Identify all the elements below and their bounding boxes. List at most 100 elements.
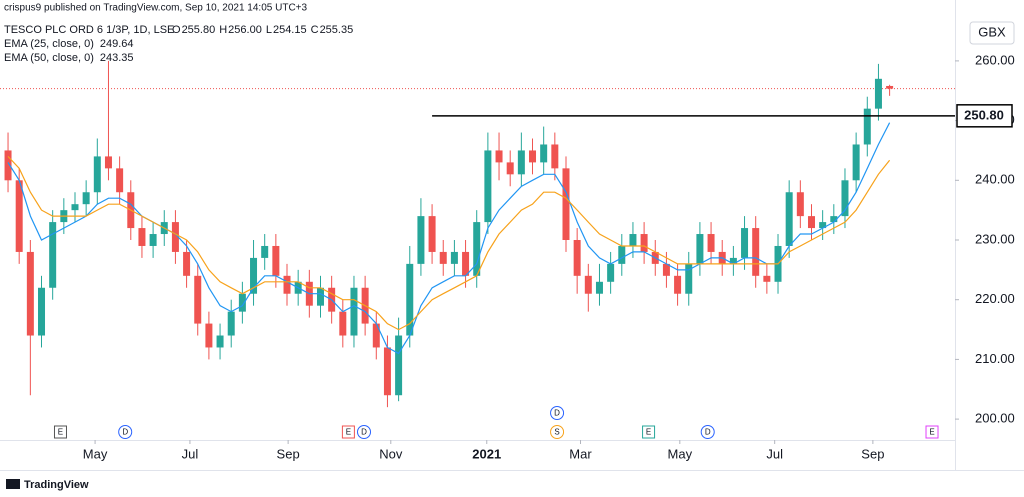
candle-body xyxy=(819,222,827,229)
candle-body xyxy=(383,347,391,396)
candle-body xyxy=(662,263,670,276)
candle-body xyxy=(71,204,79,211)
legend-value: 254.15 xyxy=(273,24,307,36)
candle-body xyxy=(238,293,246,312)
legend-value: 255.80 xyxy=(182,24,216,36)
candle-body xyxy=(640,234,648,252)
y-tick-label: 240.00 xyxy=(975,172,1015,187)
event-marker xyxy=(550,406,565,420)
legend-name: EMA (25, close, 0) xyxy=(4,38,94,50)
candle-body xyxy=(573,240,581,276)
candle-body xyxy=(874,78,882,109)
candle-body xyxy=(49,222,57,288)
candle-body xyxy=(450,251,458,264)
event-label: D xyxy=(554,409,560,418)
legend-key: O xyxy=(172,24,181,36)
event-marker xyxy=(357,425,372,439)
candle-body xyxy=(372,323,380,348)
event-label: D xyxy=(705,428,711,437)
candle-body xyxy=(93,156,101,193)
candle-body xyxy=(406,263,414,336)
candle-body xyxy=(116,168,124,193)
candle-body xyxy=(540,144,548,163)
candle-body xyxy=(696,234,704,264)
candle-body xyxy=(339,311,347,336)
candle-body xyxy=(395,335,403,396)
event-label: E xyxy=(929,428,934,437)
event-label: E xyxy=(646,428,651,437)
candle-body xyxy=(350,287,358,336)
x-tick-label: Jul xyxy=(766,446,783,461)
candle-body xyxy=(830,216,838,223)
candle-body xyxy=(863,108,871,145)
event-marker xyxy=(642,425,656,439)
event-label: E xyxy=(346,428,351,437)
candle-body xyxy=(316,287,324,306)
candle-body xyxy=(4,150,12,181)
candle-body xyxy=(886,85,894,89)
event-marker xyxy=(341,425,355,439)
candle-body xyxy=(752,228,760,276)
candle-body xyxy=(38,287,46,336)
candle-body xyxy=(584,275,592,294)
candle-body xyxy=(618,245,626,264)
candle-body xyxy=(841,180,849,217)
candle-body xyxy=(104,156,112,169)
y-tick-label: 230.00 xyxy=(975,231,1015,246)
candle-body xyxy=(763,275,771,282)
candle-body xyxy=(529,150,537,163)
footer-logo: TradingView xyxy=(6,479,89,491)
publisher: crispus9 published on TradingView.com, S… xyxy=(4,3,308,14)
candle-body xyxy=(495,150,503,163)
candle-body xyxy=(261,245,269,258)
candle-body xyxy=(227,311,235,336)
candle-body xyxy=(15,180,23,252)
event-marker xyxy=(925,425,939,439)
y-tick-label: 200.00 xyxy=(975,411,1015,426)
y-tick-label: 210.00 xyxy=(975,351,1015,366)
candle-body xyxy=(551,144,559,169)
candle-body xyxy=(439,251,447,264)
candle-body xyxy=(417,216,425,264)
candle-body xyxy=(26,251,34,336)
candle-body xyxy=(462,251,470,276)
event-marker xyxy=(118,425,133,439)
logo-icon xyxy=(6,479,20,489)
candle-body xyxy=(272,245,280,276)
event-label: D xyxy=(361,428,367,437)
candle-body xyxy=(629,234,637,246)
event-marker xyxy=(53,425,67,439)
x-tick-label: Sep xyxy=(277,446,300,461)
legend-value: 255.35 xyxy=(320,24,354,36)
legend-value: 249.64 xyxy=(100,38,134,50)
y-tick-label: 260.00 xyxy=(975,52,1015,67)
candle-body xyxy=(674,275,682,294)
legend-name: EMA (50, close, 0) xyxy=(4,52,94,64)
candle-body xyxy=(729,257,737,264)
event-marker xyxy=(700,425,715,439)
candle-body xyxy=(562,168,570,240)
legend-key: H xyxy=(219,24,227,36)
x-tick-label: May xyxy=(668,446,693,461)
candle-body xyxy=(250,257,258,294)
legend-key: L xyxy=(266,24,272,36)
candle-body xyxy=(796,192,804,217)
candle-body xyxy=(517,150,525,175)
candle-body xyxy=(595,281,603,294)
candle-body xyxy=(194,275,202,324)
x-tick-label: May xyxy=(83,446,108,461)
candle-body xyxy=(707,234,715,252)
event-label: S xyxy=(554,428,559,437)
candle-body xyxy=(607,263,615,282)
candle-body xyxy=(506,162,514,175)
x-tick-label: 2021 xyxy=(472,446,501,461)
candle-body xyxy=(852,144,860,181)
candle-body xyxy=(205,323,213,348)
candle-body xyxy=(149,234,157,246)
level-label-box xyxy=(956,104,1013,128)
y-tick-label: 220.00 xyxy=(975,291,1015,306)
x-tick-label: Sep xyxy=(861,446,884,461)
x-tick-label: Nov xyxy=(379,446,403,461)
candle-body xyxy=(183,251,191,276)
